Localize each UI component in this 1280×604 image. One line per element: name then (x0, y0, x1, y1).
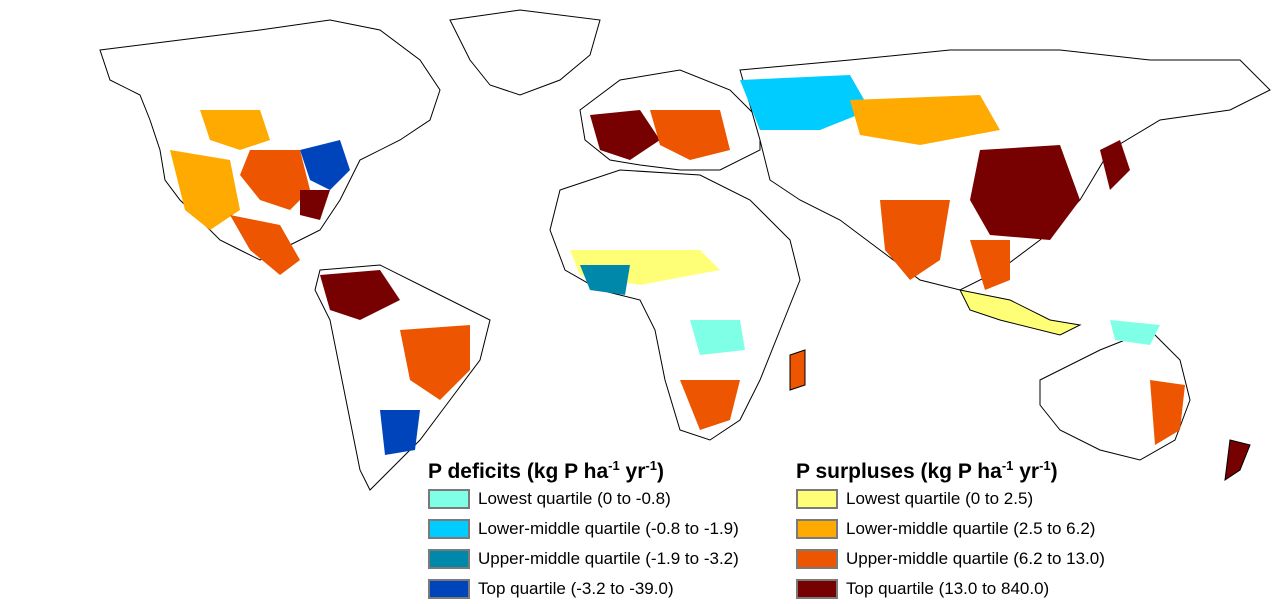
south-america-surplus-north (320, 270, 400, 320)
africa-surplus-south (680, 380, 740, 430)
legend-swatch (428, 489, 470, 509)
north-america-surplus-plains (200, 110, 270, 150)
legend-surplus-item: Upper-middle quartile (6.2 to 13.0) (796, 544, 1105, 574)
legend-deficit-item: Lower-middle quartile (-0.8 to -1.9) (428, 514, 739, 544)
russia-deficit-region (740, 75, 870, 130)
madagascar-landmass (789, 349, 806, 391)
legend-label: Lower-middle quartile (-0.8 to -1.9) (478, 519, 739, 538)
china-top-surplus (970, 145, 1080, 240)
north-america-surplus-west (170, 150, 240, 230)
south-america-deficit-south (380, 410, 420, 455)
europe-surplus-west (590, 110, 660, 160)
legend-deficits: P deficits (kg P ha-1 yr-1) Lowest quart… (428, 452, 739, 604)
legend-swatch (796, 489, 838, 509)
india-surplus (880, 200, 950, 280)
south-america-landmass (314, 264, 491, 491)
legend-deficits-title: P deficits (kg P ha-1 yr-1) (428, 458, 664, 483)
africa-deficit-east (690, 320, 745, 355)
legend-surpluses: P surpluses (kg P ha-1 yr-1) Lowest quar… (796, 452, 1105, 604)
legend-surpluses-title: P surpluses (kg P ha-1 yr-1) (796, 458, 1058, 483)
legend-surplus-item: Lowest quartile (0 to 2.5) (796, 484, 1105, 514)
legend-swatch (428, 579, 470, 599)
legend-label: Lowest quartile (0 to 2.5) (846, 489, 1034, 508)
legend-surplus-item: Lower-middle quartile (2.5 to 6.2) (796, 514, 1105, 544)
legend-label: Upper-middle quartile (6.2 to 13.0) (846, 549, 1105, 568)
japan-surplus (1100, 140, 1130, 190)
southeast-asia-surplus (970, 240, 1010, 290)
africa-landmass (549, 169, 801, 441)
legend-surplus-item: Top quartile (13.0 to 840.0) (796, 574, 1105, 604)
new-zealand-landmass (1224, 439, 1251, 482)
north-america-deficit-east (300, 140, 350, 190)
legend-deficit-item: Upper-middle quartile (-1.9 to -3.2) (428, 544, 739, 574)
legend-label: Lower-middle quartile (2.5 to 6.2) (846, 519, 1096, 538)
legend-swatch (428, 549, 470, 569)
legend-swatch (796, 549, 838, 569)
greenland-landmass (449, 9, 601, 96)
mexico-region (230, 215, 300, 275)
legend-swatch (796, 519, 838, 539)
legend-deficit-item: Lowest quartile (0 to -0.8) (428, 484, 739, 514)
north-america-surplus-southeast (300, 190, 330, 220)
australia-deficit-north (1110, 320, 1160, 345)
legend-swatch (428, 519, 470, 539)
indonesia-landmass (959, 289, 1082, 336)
legend-swatch (796, 579, 838, 599)
legend-label: Lowest quartile (0 to -0.8) (478, 489, 671, 508)
north-america-surplus-midwest (240, 150, 310, 210)
legend-label: Top quartile (13.0 to 840.0) (846, 579, 1050, 598)
central-asia-surplus (850, 95, 1000, 145)
africa-deficit-west (580, 265, 630, 295)
legend-deficit-item: Top quartile (-3.2 to -39.0) (428, 574, 739, 604)
south-america-surplus-brazil (400, 325, 470, 400)
legend-label: Upper-middle quartile (-1.9 to -3.2) (478, 549, 739, 568)
europe-surplus-central (650, 110, 730, 160)
australia-surplus-east (1150, 380, 1185, 445)
legend-label: Top quartile (-3.2 to -39.0) (478, 579, 674, 598)
